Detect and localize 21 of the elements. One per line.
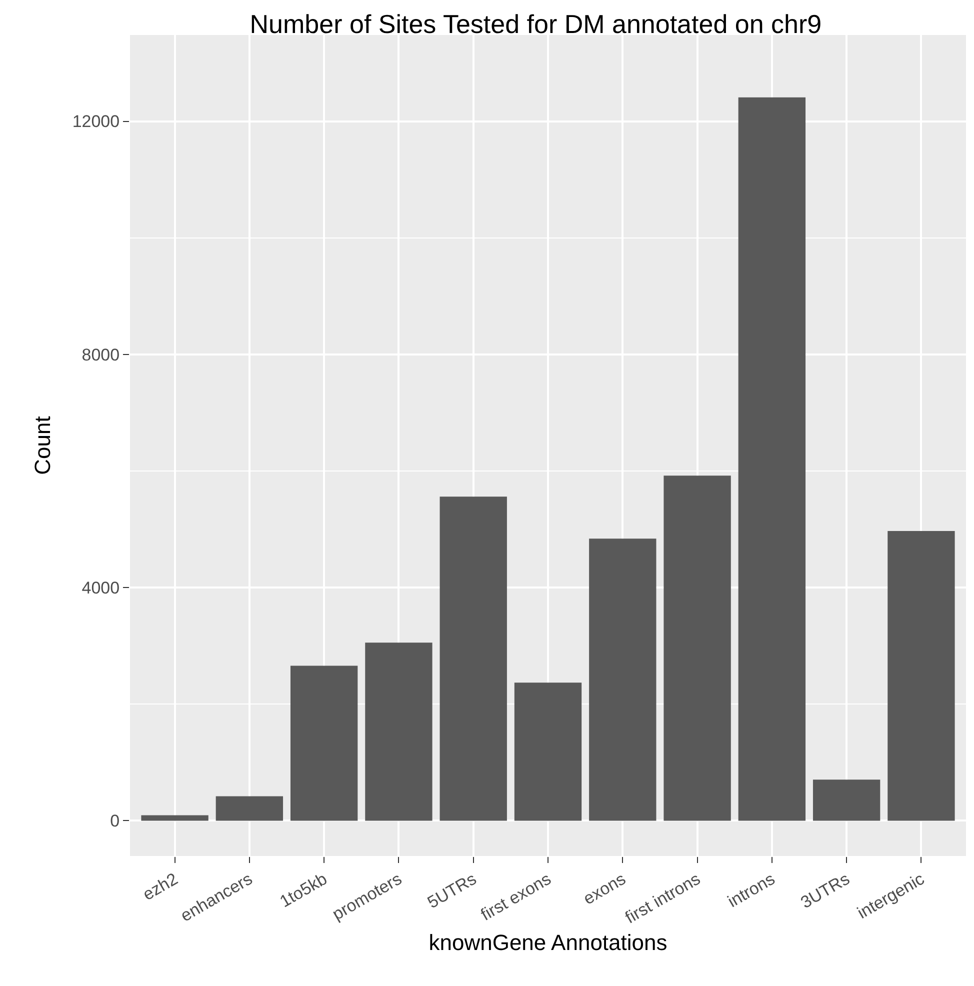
bar — [290, 666, 358, 821]
bar — [216, 796, 284, 821]
bar — [664, 476, 731, 821]
y-tick-label: 8000 — [82, 345, 120, 364]
bar — [888, 531, 955, 821]
y-tick-label: 12000 — [72, 112, 120, 132]
x-axis-title: knownGene Annotations — [428, 930, 668, 956]
bar — [440, 496, 507, 821]
x-tick-label: ezh2 — [140, 869, 182, 904]
bar — [589, 538, 656, 821]
chart-title: Number of Sites Tested for DM annotated on chr9 — [250, 8, 822, 39]
bar — [141, 815, 208, 821]
y-tick-label: 0 — [110, 812, 120, 831]
bar — [812, 780, 880, 821]
bar — [365, 642, 432, 821]
y-tick-label: 4000 — [82, 578, 120, 598]
bar — [738, 97, 806, 821]
y-axis-title: Count — [30, 416, 56, 475]
bar — [514, 682, 582, 821]
x-tick-label: first exons — [478, 869, 554, 924]
x-tick-label: exons — [580, 869, 629, 908]
